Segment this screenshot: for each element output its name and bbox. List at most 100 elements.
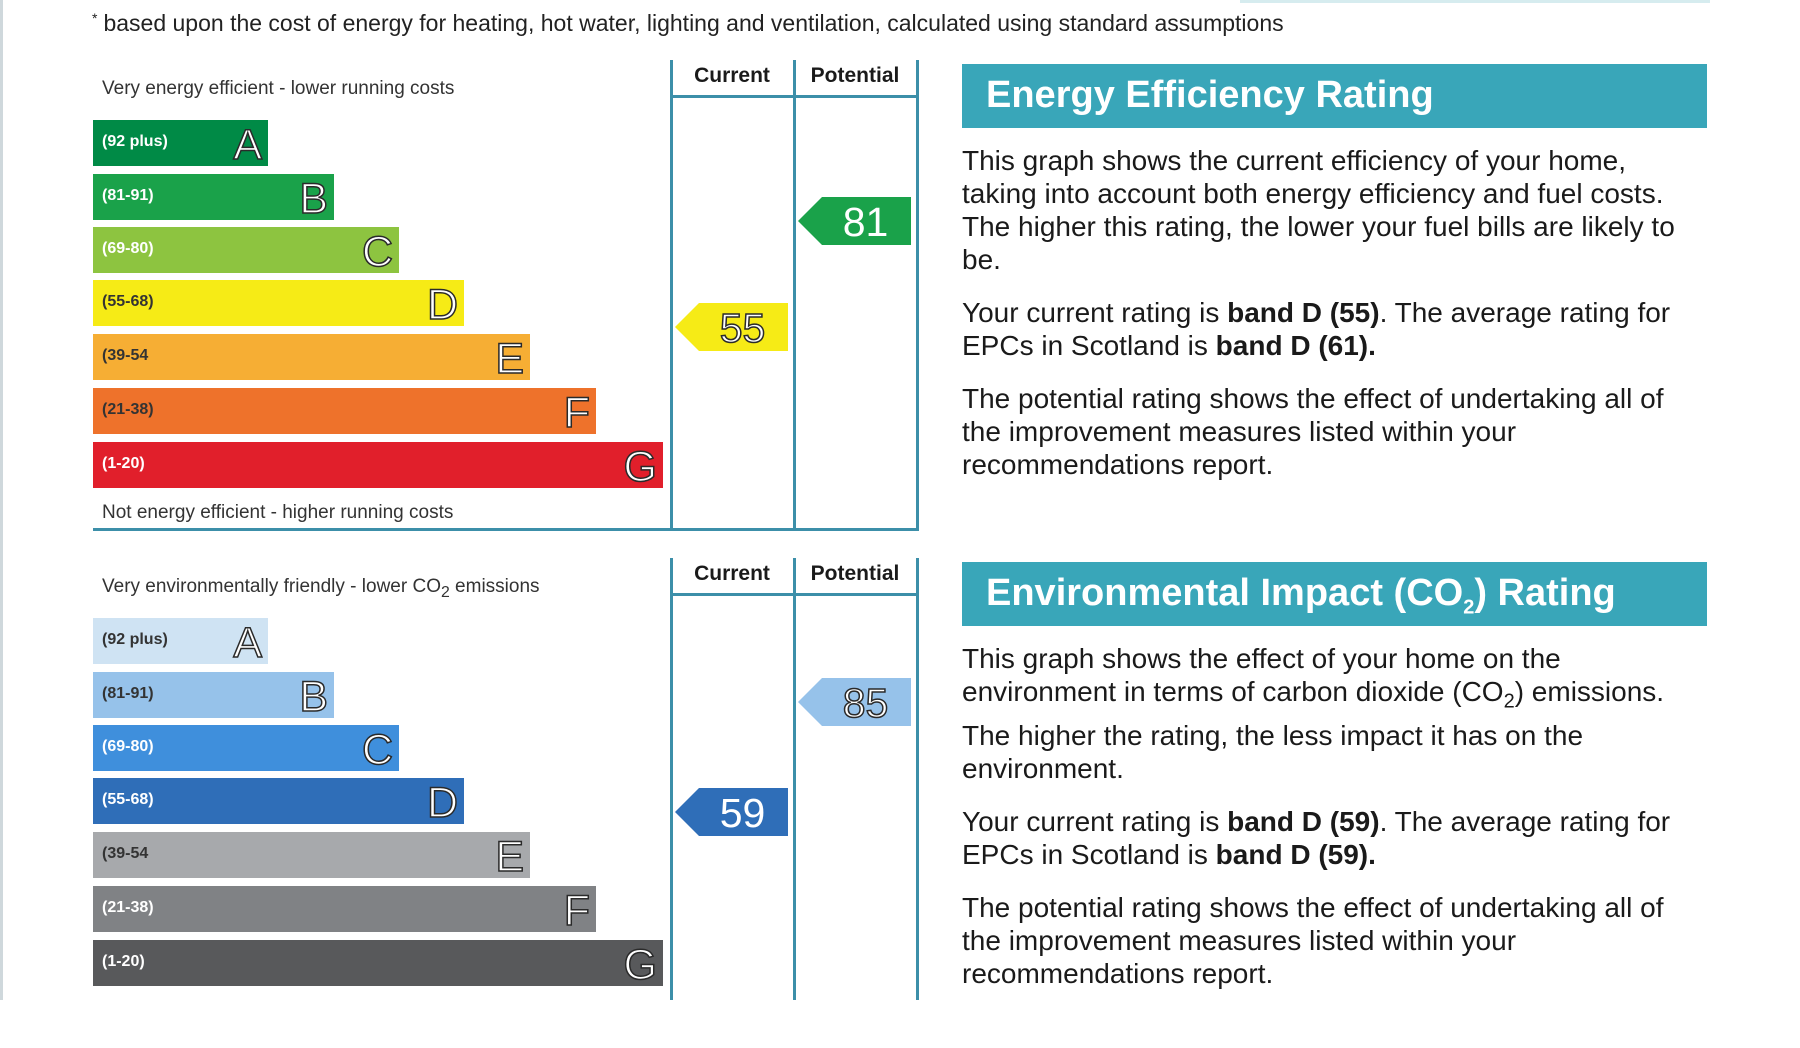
env-panel-current-rating: Your current rating is band D (59). The … bbox=[962, 805, 1707, 871]
env-heading-end: ) Rating bbox=[1474, 572, 1616, 614]
env-panel-description: This graph shows the effect of your home… bbox=[962, 642, 1707, 785]
env-current-arrow-fill bbox=[675, 788, 788, 836]
env-band-letter: D bbox=[426, 778, 459, 828]
footnote: * based upon the cost of energy for heati… bbox=[92, 10, 1284, 37]
env-top-caption: Very environmentally friendly - lower CO… bbox=[102, 576, 540, 602]
energy-band-b: (81-91) B bbox=[93, 174, 334, 224]
env-band-range: (39-54 bbox=[102, 845, 149, 862]
energy-current-arrow-shape bbox=[675, 303, 788, 351]
energy-band-d: (55-68) D bbox=[93, 280, 464, 330]
footnote-asterisk: * bbox=[92, 10, 98, 26]
environmental-impact-chart: Very environmentally friendly - lower CO… bbox=[0, 558, 930, 1048]
env-band-g: (1-20) G bbox=[93, 940, 663, 990]
env-top-caption-text: Very environmentally friendly - lower bbox=[102, 576, 413, 597]
energy-grid-line bbox=[793, 60, 796, 530]
energy-current-header: Current bbox=[694, 64, 770, 87]
energy-band-range: (39-54 bbox=[102, 347, 149, 364]
env-potential-arrow-fill bbox=[798, 678, 911, 726]
env-band-letter: A bbox=[233, 618, 263, 668]
environmental-impact-panel: Environmental Impact (CO2) Rating This g… bbox=[962, 562, 1707, 990]
energy-bottom-caption: Not energy efficient - higher running co… bbox=[102, 502, 454, 523]
energy-band-range: (55-68) bbox=[102, 293, 154, 310]
env-description-text: This graph shows the effect of your home… bbox=[962, 643, 1561, 707]
env-top-caption-sub: 2 bbox=[440, 583, 450, 601]
env-band-range: (55-68) bbox=[102, 791, 154, 808]
energy-potential-rating-value: 81 bbox=[842, 199, 889, 245]
energy-band-letter: E bbox=[495, 334, 525, 384]
env-band-range: (21-38) bbox=[102, 899, 154, 916]
energy-panel-current-rating: Your current rating is band D (55). The … bbox=[962, 296, 1707, 362]
env-band-letter: C bbox=[361, 725, 394, 775]
energy-efficiency-panel: Energy Efficiency Rating This graph show… bbox=[962, 64, 1707, 481]
energy-header-rule bbox=[670, 95, 919, 98]
energy-band-letter: C bbox=[361, 227, 394, 277]
env-description-end: ) emissions. The higher the rating, the … bbox=[962, 676, 1665, 784]
env-heading-sub: 2 bbox=[1463, 596, 1475, 619]
energy-grid-line bbox=[670, 60, 673, 530]
energy-band-letter: B bbox=[299, 174, 329, 224]
energy-band-g: (1-20) G bbox=[93, 442, 663, 492]
energy-current-rating-value: 55 bbox=[719, 304, 766, 352]
energy-average-text: . The average rating for EPCs in Scotlan… bbox=[962, 297, 1671, 361]
energy-efficiency-chart: Very energy efficient - lower running co… bbox=[0, 60, 930, 550]
energy-band-a: (92 plus) A bbox=[93, 120, 268, 170]
energy-potential-header: Potential bbox=[810, 64, 900, 87]
energy-current-band: band D (55) bbox=[1227, 297, 1380, 328]
energy-potential-arrow-fill bbox=[798, 197, 911, 245]
env-grid-line bbox=[793, 558, 796, 1000]
env-current-rating-value: 59 bbox=[719, 790, 766, 836]
env-band-a: (92 plus) A bbox=[93, 618, 268, 668]
footnote-text: based upon the cost of energy for heatin… bbox=[103, 10, 1284, 36]
env-band-b: (81-91) B bbox=[93, 672, 334, 722]
energy-panel-description: This graph shows the current efficiency … bbox=[962, 145, 1675, 275]
env-rating-text: Your current rating is bbox=[962, 805, 1228, 837]
energy-band-c: (69-80) C bbox=[93, 227, 399, 277]
env-panel-potential-note: The potential rating shows the effect of… bbox=[962, 891, 1664, 989]
env-band-d: (55-68) D bbox=[93, 778, 464, 828]
env-band-letter: E bbox=[495, 832, 525, 882]
energy-band-range: (21-38) bbox=[102, 401, 154, 418]
env-band-range: (92 plus) bbox=[102, 631, 168, 648]
energy-bottom-rule bbox=[93, 528, 919, 531]
page-edge bbox=[0, 0, 3, 1000]
energy-band-letter: F bbox=[563, 388, 591, 438]
env-band-range: (81-91) bbox=[102, 685, 154, 702]
energy-current-arrow-fill bbox=[675, 303, 788, 351]
env-top-caption-co: CO bbox=[412, 576, 441, 597]
energy-rating-text: Your current rating is bbox=[962, 297, 1228, 328]
env-band-letter: G bbox=[623, 940, 658, 990]
env-band-f: (21-38) F bbox=[93, 886, 596, 936]
env-current-header: Current bbox=[694, 562, 770, 585]
energy-band-range: (81-91) bbox=[102, 187, 154, 204]
env-band-e: (39-54 E bbox=[93, 832, 530, 882]
energy-top-caption: Very energy efficient - lower running co… bbox=[102, 78, 455, 99]
top-rule bbox=[1240, 0, 1710, 3]
env-header-rule bbox=[670, 593, 919, 596]
env-band-range: (69-80) bbox=[102, 738, 154, 755]
energy-band-letter: A bbox=[233, 120, 263, 170]
env-average-band: band D (59). bbox=[1215, 838, 1376, 870]
env-grid-line bbox=[916, 558, 919, 1000]
env-current-band: band D (59) bbox=[1227, 805, 1380, 837]
env-current-arrow-shape bbox=[675, 788, 788, 836]
env-average-text: . The average rating for EPCs in Scotlan… bbox=[962, 805, 1671, 870]
env-band-c: (69-80) C bbox=[93, 725, 399, 775]
env-band-letter: B bbox=[299, 672, 329, 722]
env-heading-text: Environmental Impact (CO bbox=[986, 572, 1464, 614]
env-current-rating-arrow: 59 bbox=[675, 788, 788, 836]
env-grid-line bbox=[670, 558, 673, 1000]
env-potential-header: Potential bbox=[810, 562, 900, 585]
energy-current-rating-arrow: 55 bbox=[675, 303, 788, 352]
energy-band-e: (39-54 E bbox=[93, 334, 530, 384]
env-band-letter: F bbox=[563, 886, 591, 936]
energy-band-f: (21-38) F bbox=[93, 388, 596, 438]
energy-potential-arrow-shape bbox=[798, 197, 911, 245]
energy-band-range: (69-80) bbox=[102, 240, 154, 257]
env-panel-heading: Environmental Impact (CO2) Rating bbox=[962, 562, 1707, 626]
energy-panel-heading: Energy Efficiency Rating bbox=[962, 64, 1707, 128]
energy-band-letter: G bbox=[623, 442, 658, 492]
energy-panel-potential-note: The potential rating shows the effect of… bbox=[962, 383, 1664, 480]
energy-grid-line bbox=[916, 60, 919, 530]
energy-band-range: (92 plus) bbox=[102, 133, 168, 150]
energy-potential-rating-arrow: 81 bbox=[798, 197, 911, 245]
